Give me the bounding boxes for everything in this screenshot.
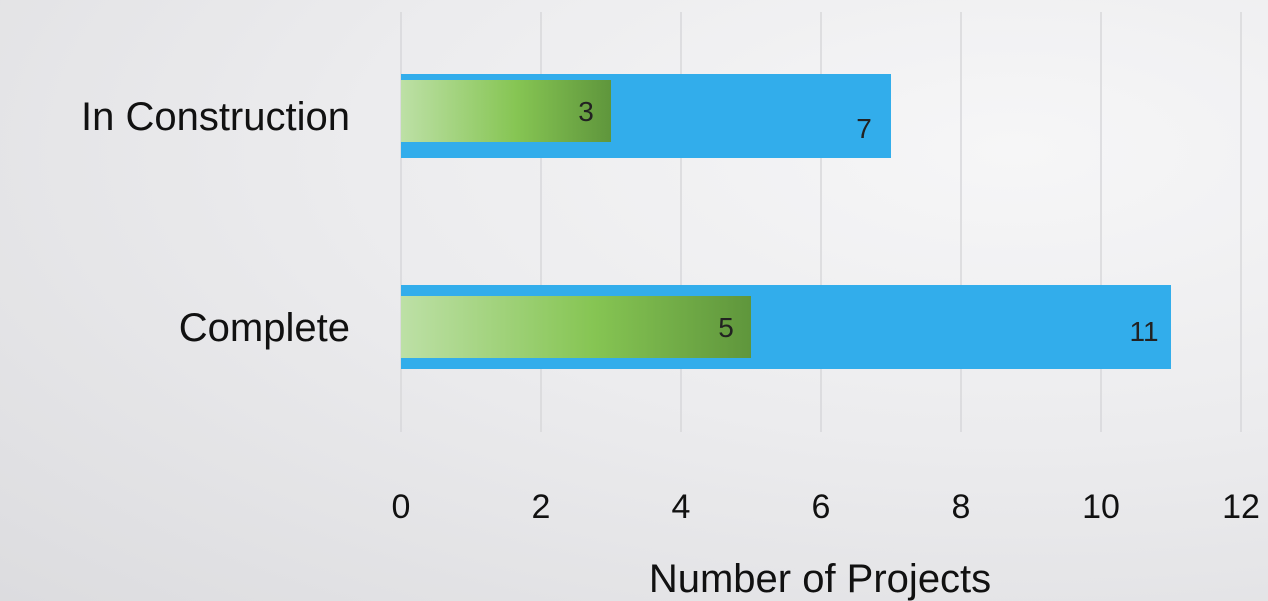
- x-tick-label-2: 2: [532, 488, 551, 526]
- x-tick-label-8: 8: [952, 488, 971, 526]
- x-tick-label-0: 0: [392, 488, 411, 526]
- bars: [401, 74, 1171, 369]
- x-tick-label-4: 4: [672, 488, 691, 526]
- x-axis-title: Number of Projects: [649, 557, 991, 601]
- x-tick-label-6: 6: [812, 488, 831, 526]
- x-tick-label-10: 10: [1082, 488, 1120, 526]
- data-label-subset-complete: 5: [718, 312, 734, 343]
- bar-subset-in-construction: [401, 80, 611, 142]
- data-label-total-in-construction: 7: [856, 113, 872, 144]
- labels: 0 2 4 6 8 10 12 In Construction 3 7 Complete 5 11: [81, 95, 1260, 526]
- category-label-complete: Complete: [179, 306, 350, 350]
- category-label-in-construction: In Construction: [81, 95, 350, 139]
- data-label-subset-in-construction: 3: [578, 96, 594, 127]
- bar-subset-complete: [401, 296, 751, 358]
- data-label-total-complete: 11: [1129, 316, 1158, 347]
- x-tick-label-12: 12: [1222, 488, 1260, 526]
